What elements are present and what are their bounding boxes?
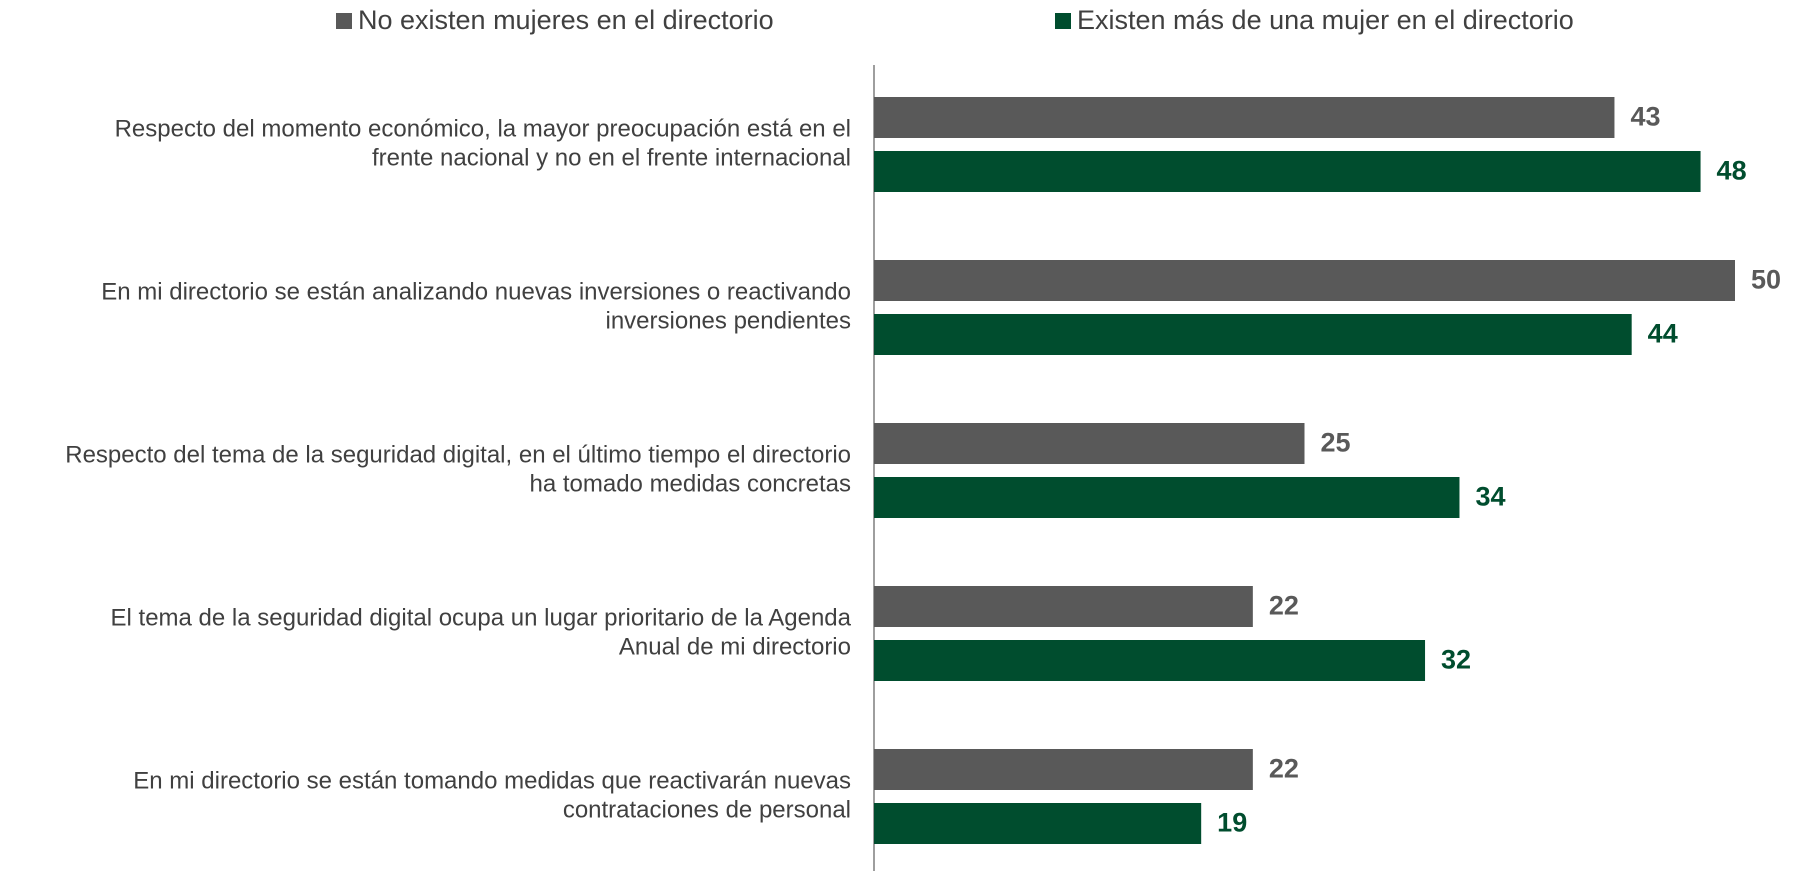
category-label: Anual de mi directorio — [619, 633, 851, 660]
bar — [874, 260, 1735, 301]
legend-swatch — [336, 13, 352, 29]
bar — [874, 749, 1253, 790]
category-label: contrataciones de personal — [563, 796, 851, 823]
category-label: Respecto del tema de la seguridad digita… — [65, 441, 851, 468]
category-label: En mi directorio se están analizando nue… — [101, 278, 851, 305]
category-label: En mi directorio se están tomando medida… — [133, 767, 851, 794]
value-label: 48 — [1717, 156, 1747, 186]
category-label: El tema de la seguridad digital ocupa un… — [111, 604, 852, 631]
bar — [874, 314, 1632, 355]
value-label: 22 — [1269, 754, 1299, 784]
bar — [874, 97, 1615, 138]
value-label: 50 — [1751, 265, 1781, 295]
value-label: 43 — [1630, 102, 1660, 132]
value-label: 25 — [1321, 428, 1351, 458]
category-label: inversiones pendientes — [606, 307, 852, 334]
value-label: 34 — [1475, 482, 1505, 512]
legend-swatch — [1055, 13, 1071, 29]
bar — [874, 151, 1701, 192]
legend-label: Existen más de una mujer en el directori… — [1077, 5, 1574, 35]
category-label: frente nacional y no en el frente intern… — [372, 144, 851, 171]
bar — [874, 423, 1305, 464]
value-label: 19 — [1217, 808, 1247, 838]
legend-label: No existen mujeres en el directorio — [358, 5, 774, 35]
bar — [874, 586, 1253, 627]
value-label: 44 — [1648, 319, 1678, 349]
bar — [874, 803, 1202, 844]
value-label: 32 — [1441, 645, 1471, 675]
category-label: Respecto del momento económico, la mayor… — [115, 115, 851, 142]
category-label: ha tomado medidas concretas — [529, 470, 851, 497]
bar — [874, 640, 1426, 681]
value-label: 22 — [1269, 591, 1299, 621]
bar — [874, 477, 1460, 518]
